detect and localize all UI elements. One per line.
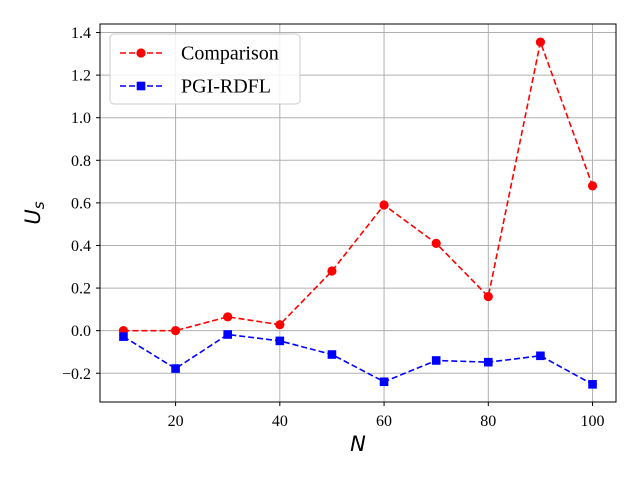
- y-axis-label: Us: [21, 201, 48, 224]
- data-point: [483, 291, 493, 302]
- legend-item: PGI-RDFL: [120, 76, 271, 98]
- y-tick-label: 1.2: [71, 68, 91, 85]
- y-axis-label-subscript: s: [30, 201, 48, 209]
- data-point: [587, 181, 598, 191]
- legend-marker: [136, 81, 146, 91]
- series-line: [123, 39, 594, 332]
- data-point: [171, 364, 180, 373]
- data-point: [327, 350, 337, 359]
- data-point: [275, 320, 285, 330]
- x-tick-label: 20: [168, 413, 184, 430]
- data-point: [119, 332, 128, 341]
- series-line: [123, 333, 593, 386]
- x-tick-label: 40: [272, 413, 288, 430]
- data-point: [484, 357, 493, 367]
- data-point: [327, 266, 337, 276]
- data-point: [379, 377, 389, 387]
- data-point: [431, 238, 441, 248]
- axis-ticks: 20 40 60 80 100 −0.2 0.0 0.2 0.4 0.6 0.8 1.0 1.2 1.4: [62, 25, 605, 430]
- legend: Comparison PGI-RDFL: [109, 33, 301, 105]
- data-point: [536, 351, 545, 361]
- data-point: [275, 336, 285, 346]
- y-tick-label: 0.6: [71, 195, 91, 212]
- x-tick-label: 60: [376, 413, 392, 430]
- y-axis-label-main: U: [21, 209, 45, 224]
- data-point: [588, 380, 597, 389]
- data-point: [535, 37, 546, 47]
- legend-label: PGI-RDFL: [181, 76, 271, 98]
- y-tick-label: 1.0: [71, 110, 91, 127]
- grid-lines: [100, 24, 616, 402]
- x-axis-label: N: [350, 432, 366, 456]
- legend-marker: [136, 48, 146, 58]
- data-point: [170, 326, 181, 336]
- y-tick-label: 0.0: [71, 323, 91, 340]
- series-1: [119, 330, 597, 389]
- y-tick-label: 1.4: [71, 25, 91, 42]
- y-tick-label: −0.2: [62, 366, 91, 383]
- x-tick-label: 80: [480, 413, 496, 430]
- series-layer: [118, 37, 598, 389]
- data-point: [223, 312, 233, 322]
- y-tick-label: 0.8: [71, 153, 91, 170]
- y-tick-label: 0.4: [71, 238, 91, 255]
- legend-item: Comparison: [120, 43, 279, 65]
- series-0: [118, 37, 598, 336]
- y-tick-label: 0.2: [71, 281, 91, 298]
- data-point: [431, 356, 441, 365]
- data-point: [223, 330, 232, 339]
- data-point: [379, 200, 389, 210]
- x-tick-label: 100: [581, 413, 605, 430]
- legend-label: Comparison: [181, 43, 279, 65]
- axes-frame: [99, 23, 617, 403]
